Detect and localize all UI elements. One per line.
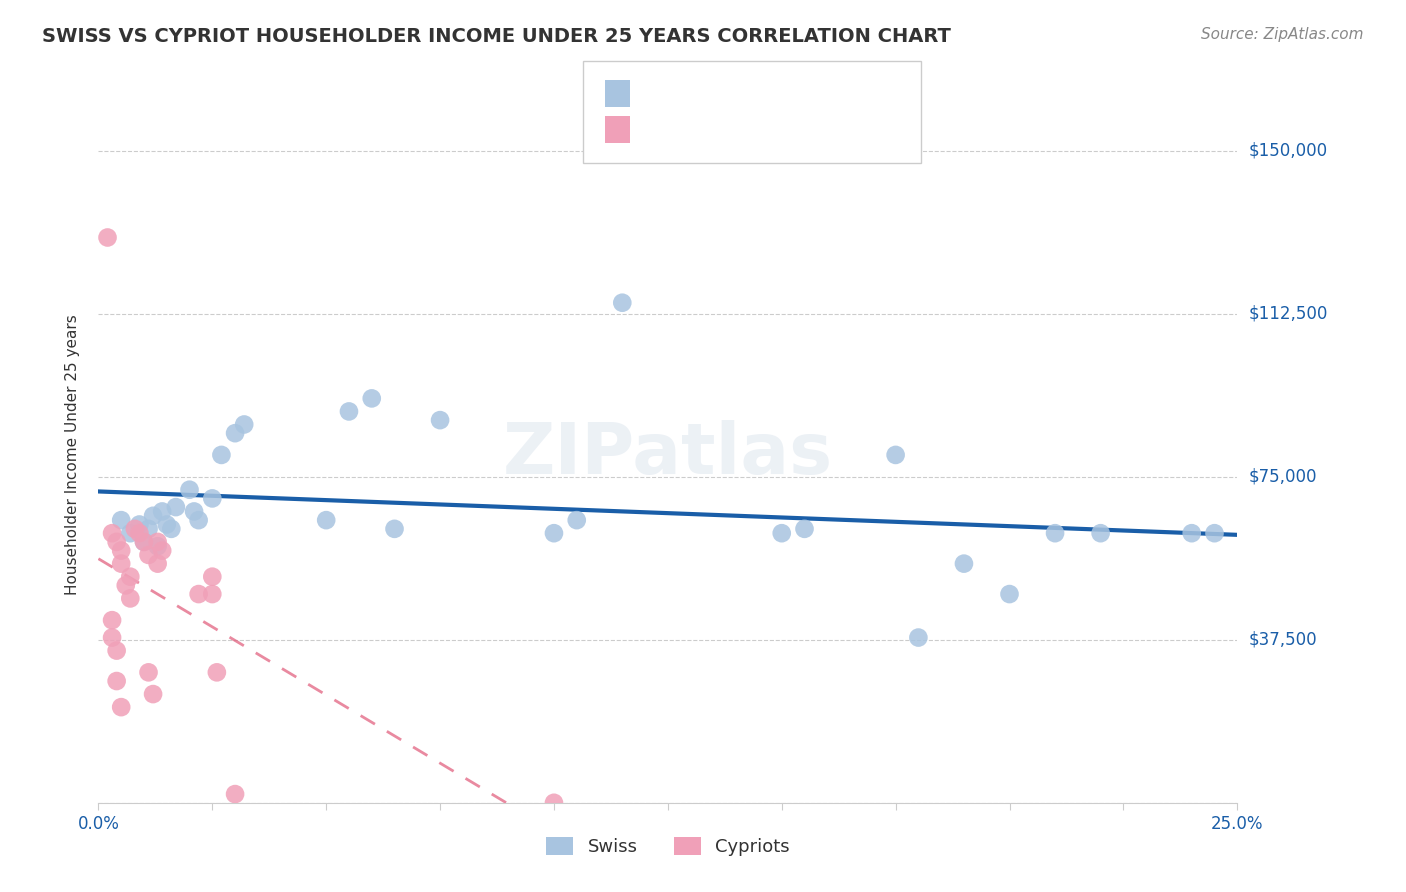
Text: ZIPatlas: ZIPatlas bbox=[503, 420, 832, 490]
Point bbox=[209, 448, 232, 462]
Point bbox=[179, 483, 201, 497]
Point bbox=[998, 587, 1021, 601]
Point bbox=[1090, 526, 1112, 541]
Point bbox=[110, 700, 132, 714]
Point bbox=[128, 526, 150, 541]
Point bbox=[142, 687, 165, 701]
Point bbox=[183, 504, 205, 518]
Text: $150,000: $150,000 bbox=[1249, 142, 1327, 160]
Point bbox=[138, 522, 160, 536]
Point bbox=[907, 631, 929, 645]
Point bbox=[105, 643, 128, 657]
Text: R =  -0.085   N = 33: R = -0.085 N = 33 bbox=[626, 120, 808, 138]
Point bbox=[146, 539, 169, 553]
Point bbox=[142, 508, 165, 523]
Point bbox=[543, 796, 565, 810]
Point bbox=[160, 522, 183, 536]
Point bbox=[110, 513, 132, 527]
Point bbox=[953, 557, 976, 571]
Point bbox=[101, 526, 124, 541]
Point bbox=[360, 392, 382, 406]
Point bbox=[201, 570, 224, 584]
Point bbox=[150, 543, 173, 558]
Y-axis label: Householder Income Under 25 years: Householder Income Under 25 years bbox=[65, 315, 80, 595]
Point bbox=[201, 587, 224, 601]
Text: $37,500: $37,500 bbox=[1249, 631, 1317, 648]
Point bbox=[114, 578, 136, 592]
Text: R =  -0.017   N = 36: R = -0.017 N = 36 bbox=[626, 85, 808, 103]
Point bbox=[187, 513, 209, 527]
Point bbox=[120, 591, 142, 606]
Text: Source: ZipAtlas.com: Source: ZipAtlas.com bbox=[1201, 27, 1364, 42]
Point bbox=[1204, 526, 1226, 541]
Point bbox=[224, 426, 246, 441]
Point bbox=[132, 534, 155, 549]
Point bbox=[315, 513, 337, 527]
Point bbox=[138, 548, 160, 562]
Point bbox=[429, 413, 451, 427]
Point bbox=[132, 534, 155, 549]
Point bbox=[543, 526, 565, 541]
Point bbox=[101, 631, 124, 645]
Point bbox=[1181, 526, 1204, 541]
Point bbox=[224, 787, 246, 801]
Point bbox=[156, 517, 179, 532]
Point bbox=[110, 543, 132, 558]
Point bbox=[187, 587, 209, 601]
Point bbox=[146, 557, 169, 571]
Point bbox=[120, 526, 142, 541]
Point bbox=[233, 417, 256, 432]
Point bbox=[205, 665, 228, 680]
Point bbox=[337, 404, 360, 418]
Point bbox=[384, 522, 406, 536]
Text: SWISS VS CYPRIOT HOUSEHOLDER INCOME UNDER 25 YEARS CORRELATION CHART: SWISS VS CYPRIOT HOUSEHOLDER INCOME UNDE… bbox=[42, 27, 950, 45]
Point bbox=[105, 674, 128, 689]
Point bbox=[110, 557, 132, 571]
Text: $75,000: $75,000 bbox=[1249, 467, 1317, 485]
Point bbox=[201, 491, 224, 506]
Point bbox=[793, 522, 815, 536]
Point bbox=[120, 570, 142, 584]
Point bbox=[105, 534, 128, 549]
Text: $112,500: $112,500 bbox=[1249, 304, 1327, 323]
Point bbox=[96, 230, 118, 244]
Point bbox=[138, 665, 160, 680]
Point bbox=[101, 613, 124, 627]
Point bbox=[884, 448, 907, 462]
Point bbox=[165, 500, 187, 514]
Point bbox=[565, 513, 588, 527]
Point bbox=[146, 534, 169, 549]
Point bbox=[124, 522, 146, 536]
Legend: Swiss, Cypriots: Swiss, Cypriots bbox=[538, 830, 797, 863]
Point bbox=[1043, 526, 1066, 541]
Point bbox=[150, 504, 173, 518]
Point bbox=[128, 517, 150, 532]
Point bbox=[770, 526, 793, 541]
Point bbox=[612, 295, 634, 310]
